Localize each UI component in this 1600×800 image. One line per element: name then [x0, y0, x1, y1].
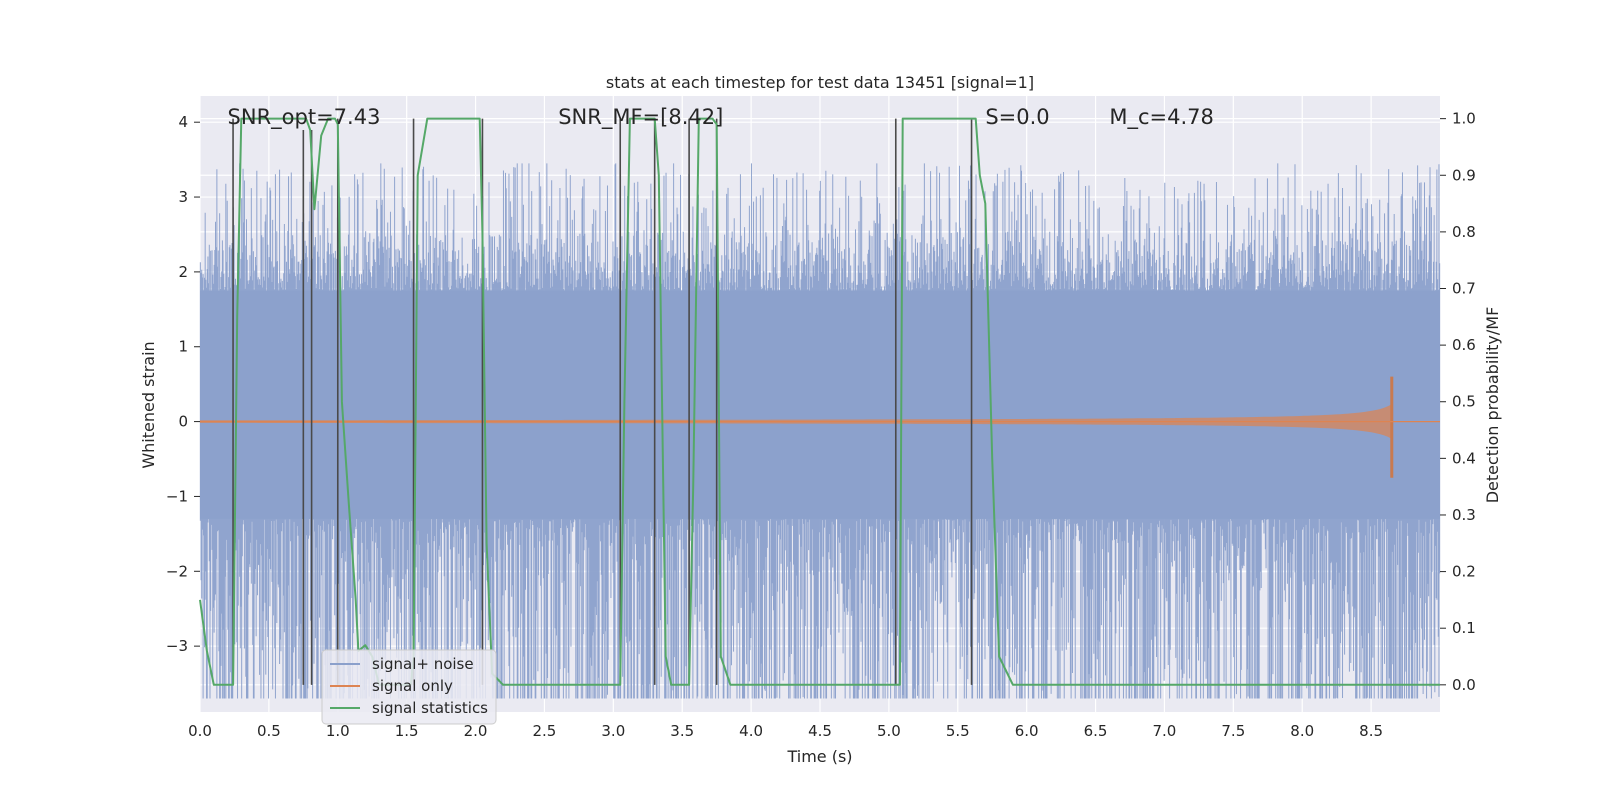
y-tick-label-left: 2 — [178, 263, 188, 281]
x-axis-label: Time (s) — [786, 747, 852, 766]
x-tick-label: 3.0 — [601, 722, 625, 740]
y-tick-label-right: 0.6 — [1452, 336, 1476, 354]
y-tick-label-right: 0.9 — [1452, 166, 1476, 184]
y-tick-label-right: 0.5 — [1452, 393, 1476, 411]
y-tick-label-right: 0.0 — [1452, 676, 1476, 694]
x-tick-label: 0.0 — [188, 722, 212, 740]
x-tick-label: 0.5 — [257, 722, 281, 740]
x-tick-label: 4.5 — [808, 722, 832, 740]
y-tick-label-right: 1.0 — [1452, 110, 1476, 128]
x-tick-label: 1.0 — [326, 722, 350, 740]
x-tick-label: 8.5 — [1359, 722, 1383, 740]
y-tick-label-right: 0.8 — [1452, 223, 1476, 241]
x-tick-label: 6.0 — [1015, 722, 1039, 740]
signal-only-series — [200, 376, 1440, 478]
annotation-text: M_c=4.78 — [1109, 105, 1214, 130]
annotations: SNR_opt=7.43 SNR_MF=[8.42] S=0.0 M_c=4.78 — [228, 105, 1214, 130]
x-tick-label: 7.5 — [1221, 722, 1245, 740]
signal-statistics-line — [199, 117, 1440, 686]
y-tick-label-left: 3 — [178, 188, 188, 206]
x-tick-label: 3.5 — [670, 722, 694, 740]
annotation-text: SNR_opt=7.43 — [228, 105, 381, 130]
axis-ticks: 0.0 0.5 1.0 1.5 2.0 2.5 3.0 3.5 4.0 4.5 5.0 5.5 6.0 6… — [166, 110, 1476, 740]
y-tick-label-left: −1 — [166, 487, 188, 505]
y-tick-label-left: 1 — [178, 338, 188, 356]
x-tick-label: 7.0 — [1153, 722, 1177, 740]
legend-box — [321, 649, 497, 725]
x-tick-label: 2.5 — [533, 722, 557, 740]
x-tick-label: 6.5 — [1084, 722, 1108, 740]
y-tick-label-right: 0.1 — [1452, 619, 1476, 637]
signal-noise-series — [199, 163, 1441, 699]
y-tick-label-left: 4 — [178, 113, 188, 131]
legend-label-signal-only: signal only — [372, 677, 453, 695]
x-tick-label: 2.0 — [464, 722, 488, 740]
y-axis-label-right: Detection probability/MF — [1483, 307, 1502, 504]
y-tick-label-right: 0.3 — [1452, 506, 1476, 524]
y-tick-label-left: −3 — [166, 637, 188, 655]
legend-label-signal-statistics: signal statistics — [372, 699, 488, 717]
signal-statistics-series — [199, 117, 1440, 686]
annotation-text: SNR_MF=[8.42] — [558, 105, 723, 130]
annotation-text: S=0.0 — [985, 105, 1049, 129]
legend-label-signal-noise: signal+ noise — [372, 655, 474, 673]
x-tick-label: 5.5 — [946, 722, 970, 740]
x-tick-label: 8.0 — [1290, 722, 1314, 740]
y-tick-label-left: 0 — [178, 413, 188, 431]
chart-title: stats at each timestep for test data 134… — [606, 73, 1034, 92]
legend: signal+ noise signal only signal statist… — [321, 649, 497, 725]
y-tick-label-right: 0.4 — [1452, 449, 1476, 467]
y-axis-label-left: Whitened strain — [139, 341, 158, 468]
x-tick-label: 4.0 — [739, 722, 763, 740]
y-tick-label-right: 0.2 — [1452, 563, 1476, 581]
x-tick-label: 1.5 — [395, 722, 419, 740]
y-tick-label-left: −2 — [166, 562, 188, 580]
x-tick-label: 5.0 — [877, 722, 901, 740]
y-tick-label-right: 0.7 — [1452, 280, 1476, 298]
